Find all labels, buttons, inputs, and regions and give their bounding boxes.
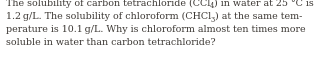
Text: perature is 10.1 g/L. Why is chloroform almost ten times more: perature is 10.1 g/L. Why is chloroform … [6,25,305,34]
Text: 4: 4 [210,2,214,10]
Text: The solubility of carbon tetrachloride (CCl: The solubility of carbon tetrachloride (… [6,0,210,8]
Text: soluble in water than carbon tetrachloride?: soluble in water than carbon tetrachlori… [6,38,215,47]
Text: ) at the same tem-: ) at the same tem- [215,12,303,21]
Text: 1.2 g/L. The solubility of chloroform (CHCl: 1.2 g/L. The solubility of chloroform (C… [6,12,211,21]
Text: ) in water at 25 °C is: ) in water at 25 °C is [214,0,314,8]
Text: 3: 3 [211,16,215,23]
